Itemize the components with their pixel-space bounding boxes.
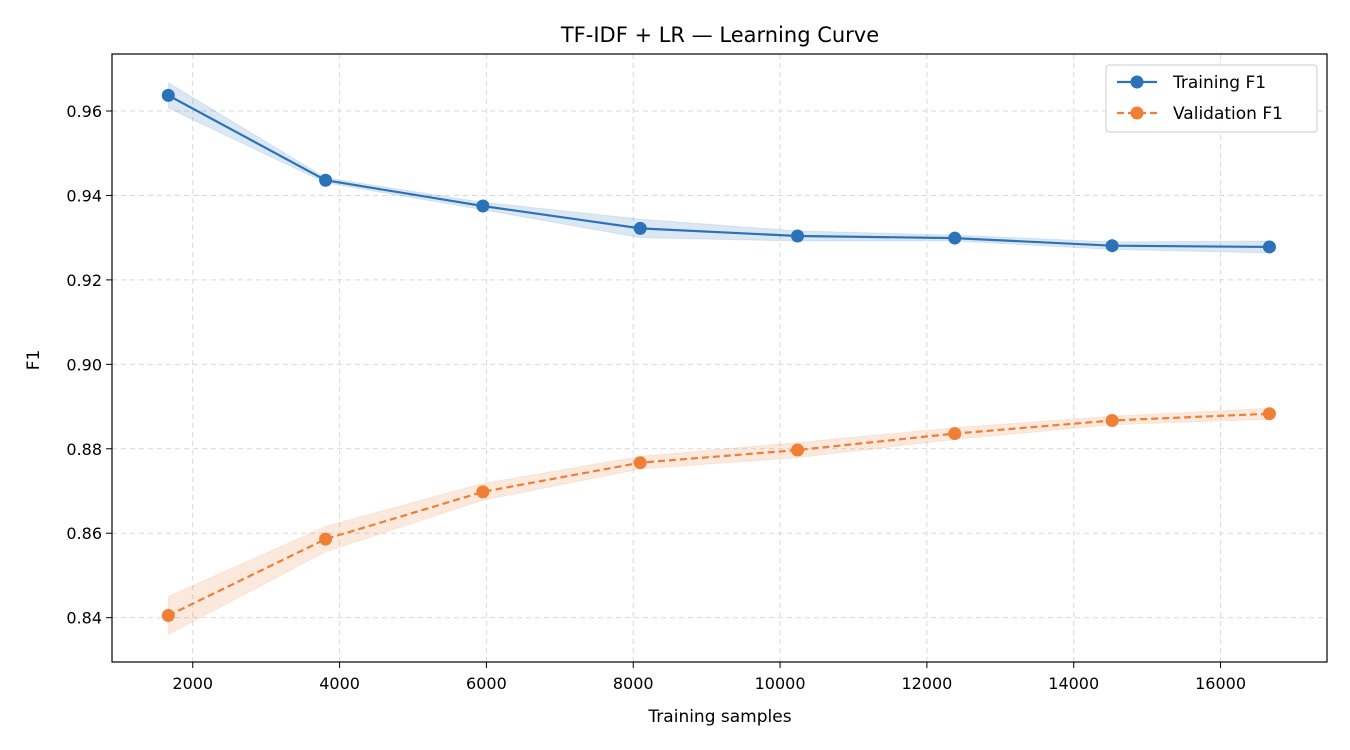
- series-lines: [167, 94, 1270, 617]
- x-tick-label: 14000: [1048, 674, 1099, 693]
- y-axis-ticks: 0.84 0.86 0.88 0.90 0.92 0.94 0.96: [66, 102, 112, 628]
- x-axis-label: Training samples: [647, 707, 791, 727]
- data-point-validation: [791, 443, 805, 457]
- x-tick-label: 12000: [901, 674, 952, 693]
- legend-label-validation: Validation F1: [1173, 104, 1283, 124]
- grid-layer: [112, 54, 1327, 662]
- series-line-validation: [167, 412, 1270, 617]
- y-tick-label: 0.92: [66, 271, 102, 290]
- data-point-training: [1262, 240, 1276, 254]
- data-point-validation: [319, 532, 333, 546]
- data-point-validation: [476, 485, 490, 499]
- x-axis-ticks: 2000 4000 6000 8000 10000 12000 14000 16000: [172, 662, 1246, 693]
- data-point-training: [476, 199, 490, 213]
- y-tick-label: 0.84: [66, 609, 102, 628]
- data-point-training: [161, 88, 175, 102]
- x-tick-label: 16000: [1195, 674, 1246, 693]
- data-point-validation: [948, 427, 962, 441]
- data-point-training: [633, 221, 647, 235]
- data-point-training: [319, 173, 333, 187]
- y-tick-label: 0.86: [66, 524, 102, 543]
- data-point-validation: [1262, 407, 1276, 421]
- x-tick-label: 2000: [172, 674, 213, 693]
- legend-marker-validation: [1130, 106, 1144, 120]
- y-tick-label: 0.96: [66, 102, 102, 121]
- y-tick-label: 0.90: [66, 355, 102, 374]
- data-point-training: [1105, 239, 1119, 253]
- y-tick-label: 0.94: [66, 186, 102, 205]
- data-point-validation: [633, 456, 647, 470]
- x-tick-label: 4000: [319, 674, 360, 693]
- series-line-training: [167, 94, 1270, 249]
- y-axis-label: F1: [24, 350, 44, 371]
- x-tick-label: 6000: [466, 674, 507, 693]
- series-markers: [161, 88, 1276, 623]
- plot-frame: [111, 53, 1328, 663]
- data-point-training: [791, 229, 805, 243]
- data-point-validation: [1105, 413, 1119, 427]
- x-tick-label: 10000: [755, 674, 806, 693]
- data-point-training: [948, 231, 962, 245]
- legend-marker-training: [1130, 75, 1144, 89]
- chart-title: TF-IDF + LR — Learning Curve: [560, 23, 879, 47]
- legend-box: [1105, 64, 1318, 133]
- legend: Training F1 Validation F1: [1105, 64, 1318, 133]
- legend-label-training: Training F1: [1172, 73, 1266, 93]
- data-point-validation: [161, 609, 175, 623]
- y-tick-label: 0.88: [66, 440, 102, 459]
- x-tick-label: 8000: [613, 674, 654, 693]
